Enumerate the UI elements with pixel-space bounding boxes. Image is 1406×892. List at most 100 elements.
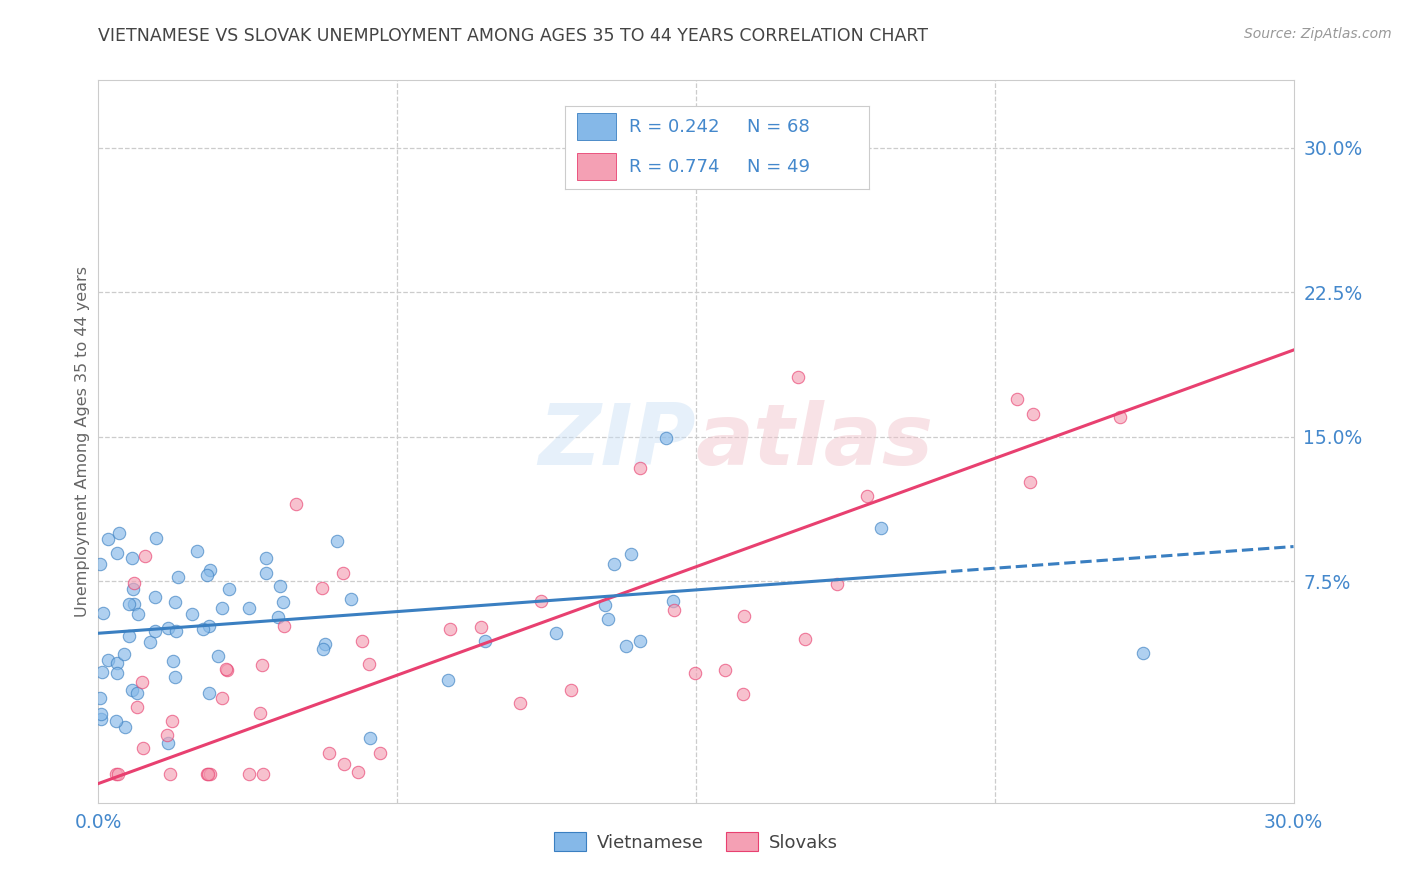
Point — [614, 640, 637, 654]
Point — [714, 663, 737, 677]
Point — [1019, 475, 1042, 490]
Point — [269, 578, 291, 592]
Point — [470, 619, 492, 633]
Point — [125, 700, 148, 714]
Point — [238, 601, 260, 615]
Point — [195, 568, 218, 582]
Point — [437, 673, 460, 688]
Point — [249, 706, 271, 720]
Point — [200, 563, 222, 577]
Point — [350, 634, 373, 648]
Point — [357, 657, 380, 671]
Point — [314, 637, 336, 651]
Point — [108, 525, 131, 540]
Point — [359, 731, 381, 745]
Point — [122, 582, 145, 596]
Point — [370, 746, 392, 760]
Point — [825, 577, 848, 591]
Point — [593, 598, 616, 612]
Point — [870, 521, 893, 535]
Point — [787, 369, 810, 384]
Point — [132, 741, 155, 756]
Point — [474, 633, 496, 648]
Point — [127, 607, 149, 621]
Point — [163, 670, 186, 684]
Point — [97, 532, 120, 546]
Point — [312, 642, 335, 657]
Point — [97, 653, 120, 667]
Point — [91, 606, 114, 620]
Point — [195, 767, 218, 781]
Point — [311, 581, 333, 595]
Point — [160, 714, 183, 728]
Point — [215, 663, 238, 677]
Legend: Vietnamese, Slovaks: Vietnamese, Slovaks — [547, 825, 845, 859]
Point — [105, 546, 128, 560]
Point — [620, 547, 643, 561]
Point — [91, 665, 114, 679]
Point — [89, 557, 111, 571]
Point — [186, 544, 208, 558]
Point — [662, 594, 685, 608]
Point — [121, 683, 143, 698]
Point — [214, 662, 236, 676]
Point — [339, 591, 361, 606]
Point — [544, 626, 567, 640]
Point — [127, 686, 149, 700]
Point — [318, 746, 340, 760]
Point — [332, 566, 354, 581]
Point — [211, 600, 233, 615]
Point — [1109, 410, 1132, 425]
Point — [145, 532, 167, 546]
Point — [159, 767, 181, 781]
Point — [530, 593, 553, 607]
Point — [145, 624, 167, 638]
Point — [107, 767, 129, 781]
Point — [855, 489, 877, 503]
Point — [254, 550, 277, 565]
Point — [131, 674, 153, 689]
Point — [267, 610, 290, 624]
Point — [662, 603, 685, 617]
Point — [105, 666, 128, 681]
Text: ZIP: ZIP — [538, 400, 696, 483]
Point — [733, 608, 755, 623]
Point — [165, 624, 187, 638]
Point — [603, 557, 626, 571]
Point — [105, 656, 128, 670]
Point — [346, 764, 368, 779]
Point — [118, 598, 141, 612]
Point — [112, 647, 135, 661]
Point — [731, 687, 754, 701]
Point — [118, 629, 141, 643]
Point — [156, 621, 179, 635]
Point — [218, 582, 240, 597]
Point — [89, 690, 111, 705]
Point — [157, 736, 180, 750]
Point — [211, 690, 233, 705]
Point — [628, 460, 651, 475]
Point — [333, 756, 356, 771]
Point — [273, 618, 295, 632]
Point — [596, 612, 619, 626]
Point — [197, 767, 219, 781]
Point — [122, 576, 145, 591]
Point — [252, 767, 274, 781]
Text: atlas: atlas — [696, 400, 934, 483]
Point — [162, 654, 184, 668]
Point — [134, 549, 156, 563]
Point — [1132, 646, 1154, 660]
Point — [143, 590, 166, 604]
Point — [250, 657, 273, 672]
Point — [271, 595, 294, 609]
Point — [181, 607, 204, 622]
Point — [105, 767, 128, 781]
Point — [104, 714, 127, 728]
Point — [254, 566, 277, 581]
Point — [198, 767, 221, 781]
Point — [560, 682, 582, 697]
Point — [198, 686, 221, 700]
Point — [122, 597, 145, 611]
Point — [114, 720, 136, 734]
Point — [284, 497, 307, 511]
